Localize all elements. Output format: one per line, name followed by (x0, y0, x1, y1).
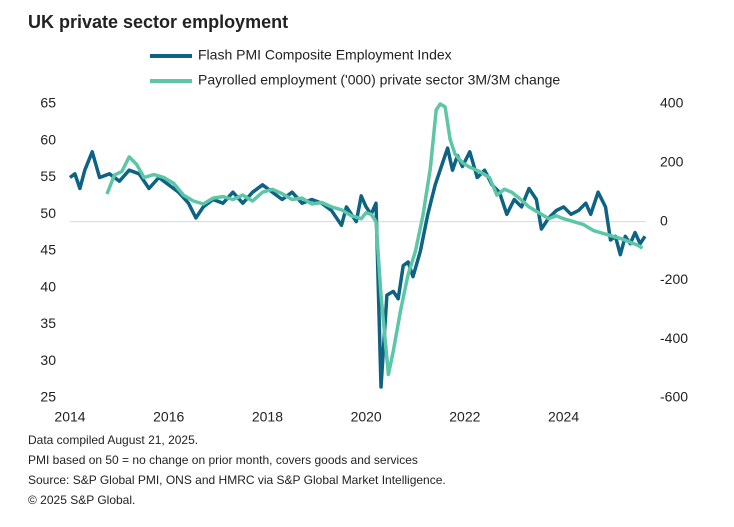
y2-tick-label: -600 (660, 389, 688, 405)
x-tick-label: 2016 (153, 409, 184, 425)
y-tick-label: 65 (40, 95, 56, 111)
chart-title: UK private sector employment (28, 12, 288, 32)
y-tick-label: 50 (40, 205, 56, 221)
y-tick-label: 60 (40, 131, 56, 147)
y-tick-label: 45 (40, 242, 56, 258)
legend-label: Payrolled employment ('000) private sect… (198, 72, 560, 88)
series-line (105, 102, 644, 377)
y2-tick-label: 0 (660, 212, 668, 228)
y-tick-label: 40 (40, 278, 56, 294)
footnote: PMI based on 50 = no change on prior mon… (28, 453, 418, 467)
footnote: Source: S&P Global PMI, ONS and HMRC via… (28, 473, 446, 487)
y-tick-label: 25 (40, 389, 56, 405)
x-tick-label: 2024 (548, 409, 579, 425)
series-line (68, 146, 647, 389)
y-tick-label: 55 (40, 168, 56, 184)
footnote: Data compiled August 21, 2025. (28, 433, 198, 447)
y2-tick-label: 400 (660, 95, 684, 111)
legend-label: Flash PMI Composite Employment Index (198, 47, 452, 63)
footnote: © 2025 S&P Global. (28, 493, 135, 507)
y2-tick-label: -200 (660, 271, 688, 287)
y2-tick-label: -400 (660, 330, 688, 346)
y-tick-label: 30 (40, 352, 56, 368)
y-tick-label: 35 (40, 315, 56, 331)
x-tick-label: 2022 (449, 409, 480, 425)
x-tick-label: 2014 (54, 409, 85, 425)
x-tick-label: 2020 (351, 409, 382, 425)
x-tick-label: 2018 (252, 409, 283, 425)
y2-tick-label: 200 (660, 154, 684, 170)
